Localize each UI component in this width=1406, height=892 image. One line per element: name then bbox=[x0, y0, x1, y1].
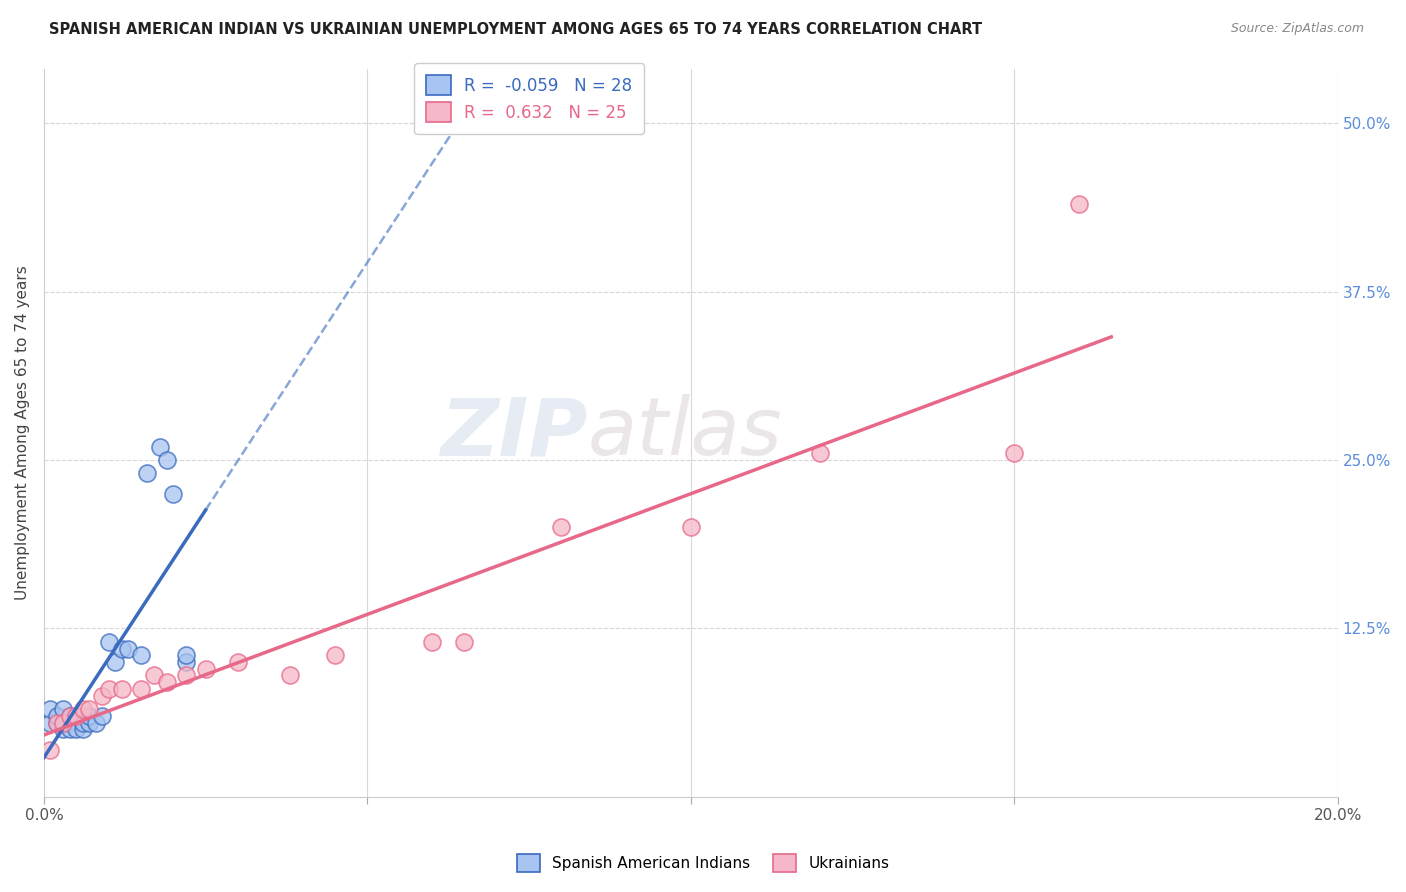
Point bbox=[174, 668, 197, 682]
Point bbox=[226, 655, 249, 669]
Point bbox=[110, 641, 132, 656]
Point bbox=[52, 715, 75, 730]
Point bbox=[77, 702, 100, 716]
Point bbox=[77, 715, 100, 730]
Point bbox=[136, 467, 159, 481]
Point bbox=[808, 446, 831, 460]
Text: ZIP: ZIP bbox=[440, 394, 588, 472]
Text: SPANISH AMERICAN INDIAN VS UKRAINIAN UNEMPLOYMENT AMONG AGES 65 TO 74 YEARS CORR: SPANISH AMERICAN INDIAN VS UKRAINIAN UNE… bbox=[49, 22, 983, 37]
Point bbox=[45, 715, 67, 730]
Point bbox=[1067, 197, 1090, 211]
Point bbox=[52, 702, 75, 716]
Point bbox=[39, 702, 62, 716]
Point bbox=[45, 715, 67, 730]
Point bbox=[149, 440, 172, 454]
Point bbox=[162, 486, 184, 500]
Point bbox=[65, 723, 87, 737]
Point bbox=[453, 635, 475, 649]
Point bbox=[550, 520, 572, 534]
Point bbox=[65, 709, 87, 723]
Point bbox=[156, 453, 179, 467]
Point bbox=[59, 709, 82, 723]
Point bbox=[45, 709, 67, 723]
Point bbox=[39, 715, 62, 730]
Point bbox=[323, 648, 346, 663]
Point bbox=[194, 662, 217, 676]
Legend: Spanish American Indians, Ukrainians: Spanish American Indians, Ukrainians bbox=[509, 846, 897, 880]
Point bbox=[104, 655, 127, 669]
Point bbox=[174, 655, 197, 669]
Point bbox=[97, 635, 120, 649]
Point bbox=[52, 715, 75, 730]
Point bbox=[65, 709, 87, 723]
Y-axis label: Unemployment Among Ages 65 to 74 years: Unemployment Among Ages 65 to 74 years bbox=[15, 266, 30, 600]
Point bbox=[174, 648, 197, 663]
Point bbox=[84, 715, 107, 730]
Point bbox=[679, 520, 702, 534]
Point bbox=[278, 668, 301, 682]
Point bbox=[77, 709, 100, 723]
Point bbox=[91, 709, 114, 723]
Point bbox=[72, 715, 94, 730]
Point bbox=[110, 681, 132, 696]
Point bbox=[91, 689, 114, 703]
Point bbox=[72, 723, 94, 737]
Point bbox=[59, 709, 82, 723]
Point bbox=[97, 681, 120, 696]
Point bbox=[72, 702, 94, 716]
Legend: R =  -0.059   N = 28, R =  0.632   N = 25: R = -0.059 N = 28, R = 0.632 N = 25 bbox=[415, 63, 644, 134]
Point bbox=[129, 681, 152, 696]
Point bbox=[129, 648, 152, 663]
Point bbox=[156, 675, 179, 690]
Point bbox=[52, 723, 75, 737]
Text: Source: ZipAtlas.com: Source: ZipAtlas.com bbox=[1230, 22, 1364, 36]
Point bbox=[59, 723, 82, 737]
Point bbox=[117, 641, 139, 656]
Point bbox=[420, 635, 443, 649]
Point bbox=[142, 668, 165, 682]
Text: atlas: atlas bbox=[588, 394, 782, 472]
Point bbox=[39, 742, 62, 756]
Point bbox=[1002, 446, 1025, 460]
